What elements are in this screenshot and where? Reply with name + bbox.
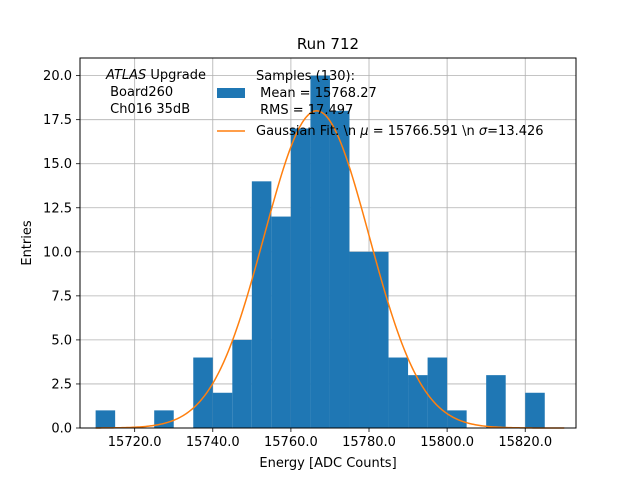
legend-fit-label: Gaussian Fit: \n μ = 15766.591 \n σ=13.4… bbox=[256, 124, 544, 139]
y-tick-label: 7.5 bbox=[51, 289, 72, 304]
histogram-bars bbox=[95, 75, 545, 428]
y-tick-label: 5.0 bbox=[51, 333, 72, 348]
y-tick-label: 10.0 bbox=[43, 245, 72, 260]
annotation-upgrade: Upgrade bbox=[146, 68, 206, 83]
y-tick-label: 20.0 bbox=[43, 69, 72, 84]
legend-rms: RMS = 17.497 bbox=[256, 103, 353, 118]
histogram-bar bbox=[388, 357, 409, 428]
legend-fit-suffix: =13.426 bbox=[487, 124, 543, 139]
legend-fit-prefix: Gaussian Fit: \n bbox=[256, 124, 360, 139]
histogram-bar bbox=[310, 75, 330, 428]
y-tick-label: 12.5 bbox=[43, 201, 72, 216]
histogram-bar bbox=[525, 392, 545, 428]
y-tick-label: 15.0 bbox=[43, 157, 72, 172]
histogram-bar bbox=[95, 410, 116, 428]
legend-fit-sigma: σ bbox=[479, 124, 488, 139]
x-tick-label: 15720.0 bbox=[108, 435, 162, 450]
x-tick-label: 15780.0 bbox=[342, 435, 396, 450]
y-tick-label: 0.0 bbox=[51, 422, 72, 437]
x-tick-label: 15740.0 bbox=[186, 435, 240, 450]
x-tick-label: 15820.0 bbox=[498, 435, 552, 450]
histogram-bar bbox=[232, 339, 252, 428]
histogram-bar bbox=[193, 357, 213, 428]
histogram-bar bbox=[251, 181, 272, 428]
chart-title: Run 712 bbox=[297, 35, 359, 53]
run-annotation: ATLAS Upgrade Board260 Ch016 35dB bbox=[105, 68, 206, 117]
x-axis-label: Energy [ADC Counts] bbox=[259, 456, 396, 471]
y-tick-label: 2.5 bbox=[51, 377, 72, 392]
histogram-bar bbox=[349, 251, 370, 428]
y-axis-ticks: 0.0 2.5 5.0 7.5 10.0 12.5 15.0 17.5 20.0 bbox=[43, 69, 80, 437]
legend-fit-mid: = 15766.591 \n bbox=[369, 124, 479, 139]
histogram-bar bbox=[271, 216, 291, 428]
x-axis-ticks: 15720.0 15740.0 15760.0 15780.0 15800.0 15820… bbox=[108, 428, 552, 450]
histogram-bar bbox=[290, 128, 311, 428]
x-tick-label: 15800.0 bbox=[420, 435, 474, 450]
y-tick-label: 17.5 bbox=[43, 113, 72, 128]
histogram-bar bbox=[329, 110, 350, 428]
histogram-bar bbox=[212, 392, 233, 428]
histogram-bar bbox=[154, 410, 174, 428]
legend: Samples (130): Mean = 15768.27 RMS = 17.… bbox=[217, 69, 544, 139]
plot-frame bbox=[79, 57, 577, 429]
annotation-line-2: Board260 bbox=[106, 85, 173, 100]
histogram-bar bbox=[408, 375, 428, 428]
legend-mean: Mean = 15768.27 bbox=[256, 86, 377, 101]
y-axis-label: Entries bbox=[20, 220, 35, 266]
x-tick-label: 15760.0 bbox=[264, 435, 318, 450]
legend-samples: Samples (130): bbox=[256, 69, 355, 84]
annotation-line-3: Ch016 35dB bbox=[106, 102, 190, 117]
annotation-atlas: ATLAS bbox=[105, 68, 146, 83]
histogram-bar bbox=[427, 357, 448, 428]
legend-fit-mu: μ bbox=[359, 124, 368, 139]
histogram-bar bbox=[486, 375, 506, 428]
gaussian-fit-curve bbox=[95, 110, 565, 429]
annotation-line-1: ATLAS Upgrade bbox=[105, 68, 206, 83]
legend-histogram-swatch bbox=[217, 88, 245, 98]
histogram-bar bbox=[369, 251, 389, 428]
